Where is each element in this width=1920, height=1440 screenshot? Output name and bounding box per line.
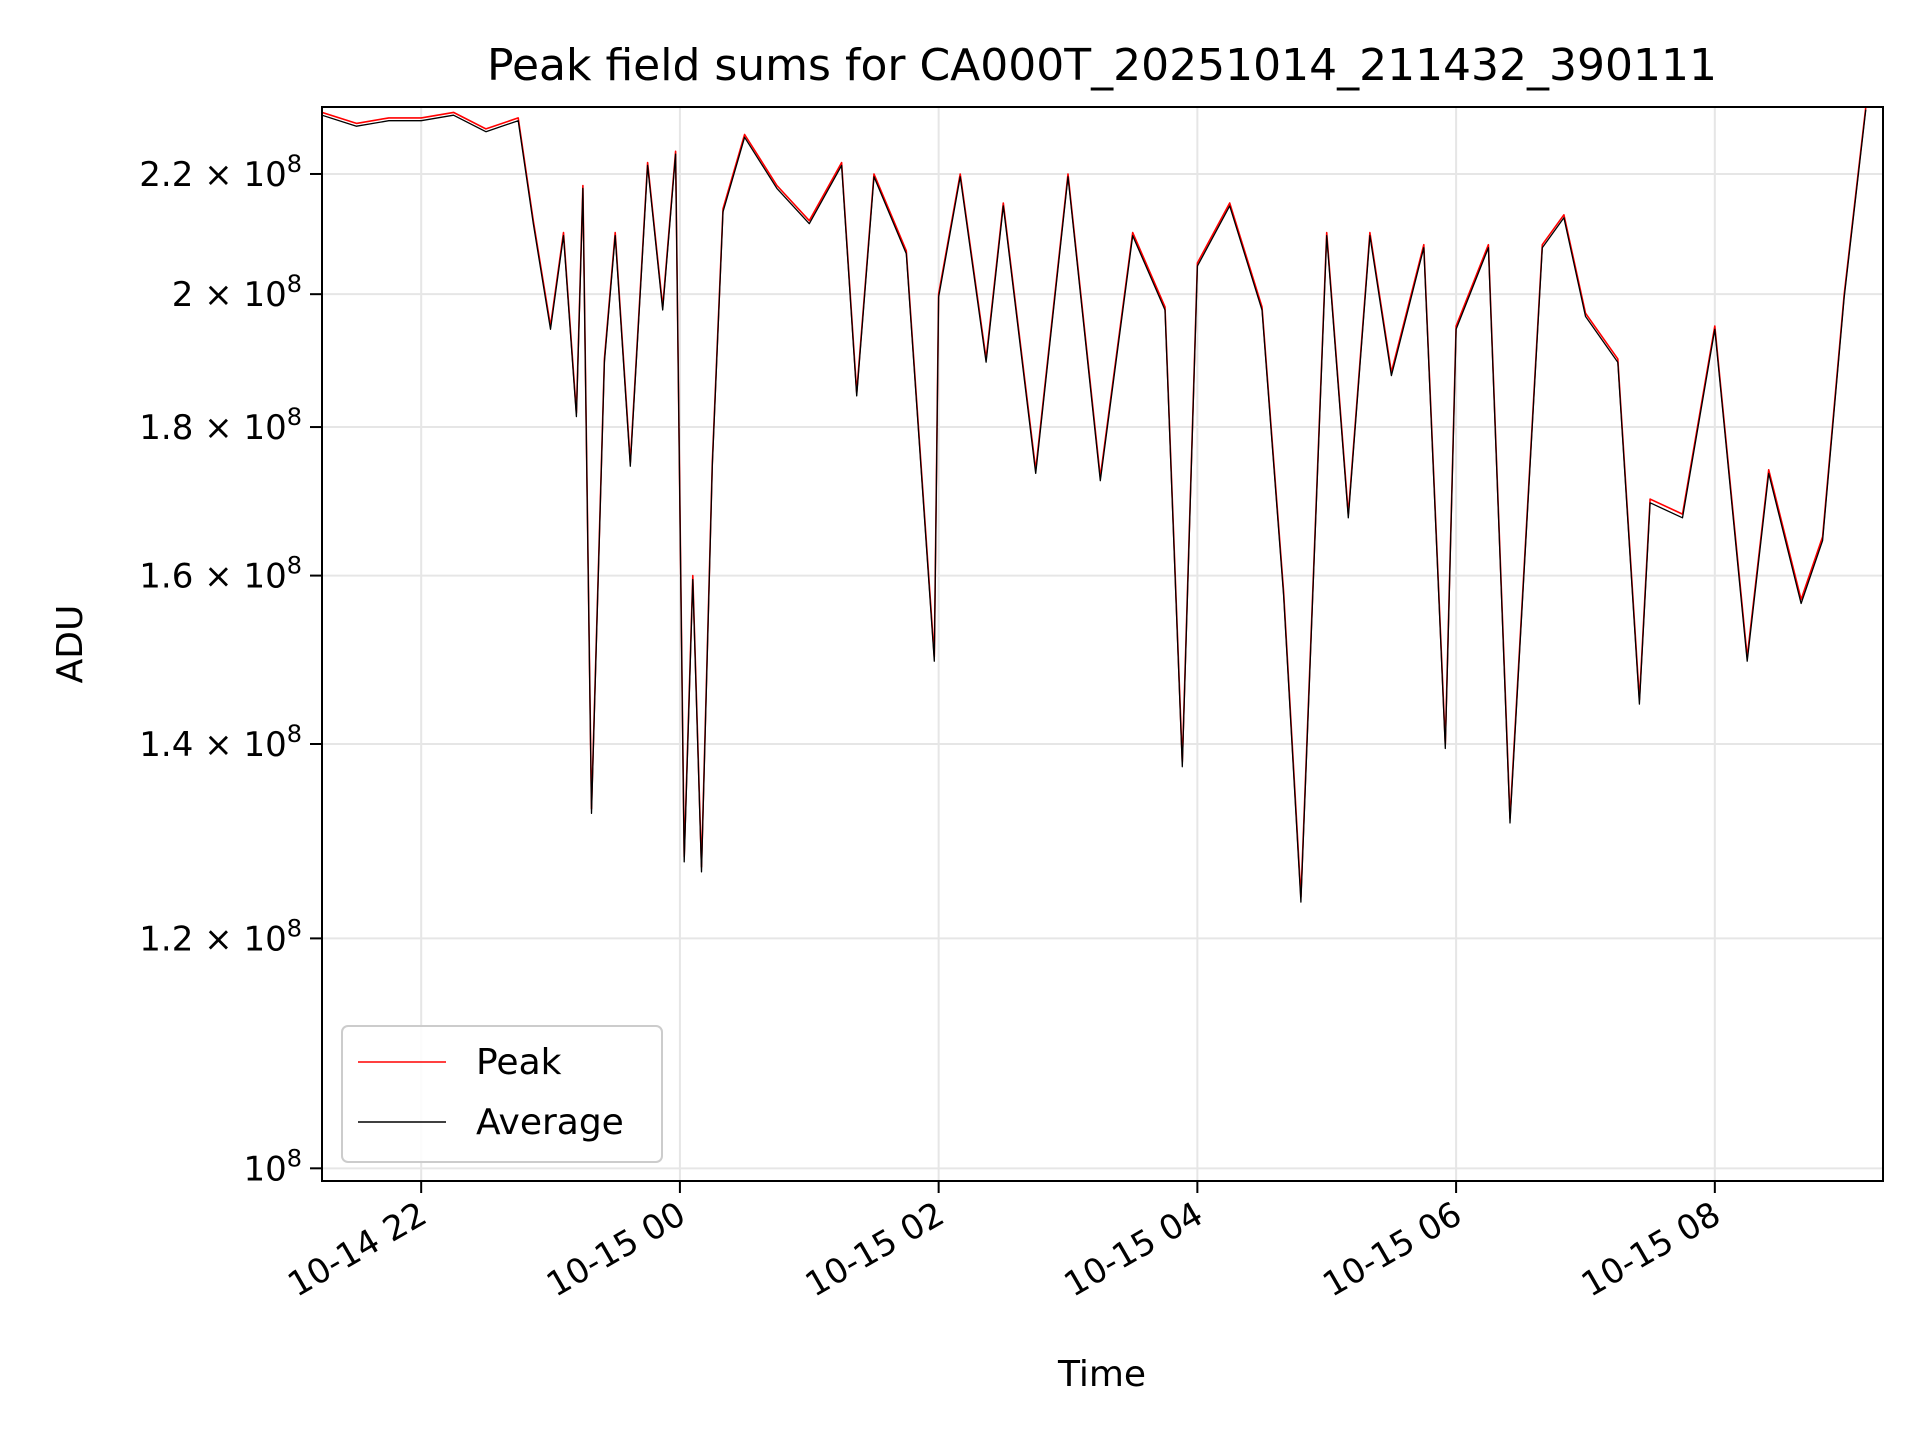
series-layer: [322, 107, 1867, 903]
y-axis-ticks: 108 1.2 × 108 1.4 × 108 1.6 × 108 1.8 × 108 2…: [139, 150, 322, 1189]
y-tick-label: 1.2 × 108: [139, 914, 302, 959]
y-tick-label: 108: [243, 1144, 302, 1189]
y-tick-label: 1.8 × 108: [139, 403, 302, 448]
y-axis-label: ADU: [50, 605, 91, 684]
legend-label-average: Average: [476, 1102, 624, 1143]
plot-area-frame: [321, 106, 1884, 1182]
y-tick-label: 2 × 108: [172, 270, 302, 315]
legend: Peak Average: [341, 1025, 663, 1163]
x-axis-label: Time: [1057, 1354, 1146, 1395]
y-tick-label: 1.4 × 108: [139, 720, 302, 765]
legend-label-peak: Peak: [476, 1042, 562, 1083]
series-line-average: [322, 109, 1867, 903]
legend-box: [341, 1025, 663, 1163]
y-tick-label: 1.6 × 108: [139, 552, 302, 597]
y-tick-label: 2.2 × 108: [139, 150, 302, 195]
chart-title: Peak field sums for CA000T_20251014_2114…: [487, 40, 1717, 91]
